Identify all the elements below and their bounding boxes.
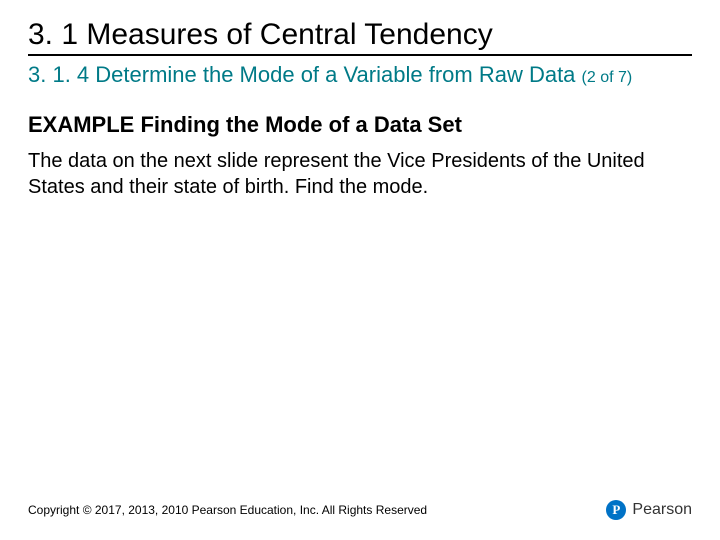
brand-initial: P: [612, 502, 620, 518]
slide-subtitle: 3. 1. 4 Determine the Mode of a Variable…: [28, 62, 692, 88]
subtitle-pager: (2 of 7): [582, 69, 633, 86]
body-text: The data on the next slide represent the…: [28, 148, 692, 200]
copyright-text: Copyright © 2017, 2013, 2010 Pearson Edu…: [28, 503, 427, 517]
slide-title: 3. 1 Measures of Central Tendency: [28, 18, 692, 56]
pearson-logo-icon: P: [606, 500, 626, 520]
brand-name: Pearson: [632, 501, 692, 519]
brand-container: P Pearson: [606, 500, 692, 520]
slide-container: 3. 1 Measures of Central Tendency 3. 1. …: [0, 0, 720, 540]
example-heading: EXAMPLE Finding the Mode of a Data Set: [28, 112, 692, 138]
slide-footer: Copyright © 2017, 2013, 2010 Pearson Edu…: [28, 500, 692, 520]
subtitle-main: 3. 1. 4 Determine the Mode of a Variable…: [28, 62, 575, 87]
